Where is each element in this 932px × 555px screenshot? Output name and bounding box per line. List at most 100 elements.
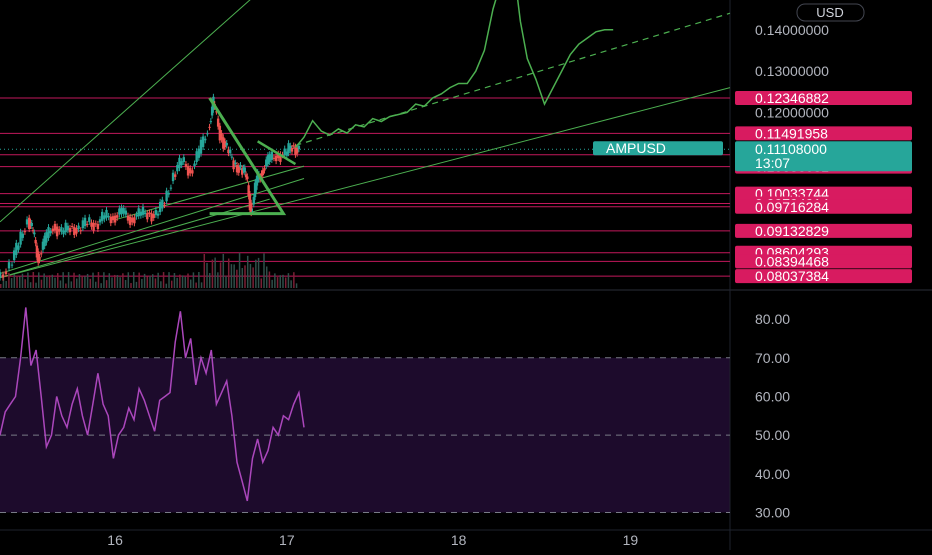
candle-body <box>204 138 207 141</box>
candle-body <box>268 154 271 162</box>
candle-body <box>148 212 151 215</box>
candle-body <box>216 118 220 127</box>
candle-body <box>289 145 292 151</box>
candle-body <box>55 226 59 237</box>
candle-body <box>255 178 258 190</box>
candle-body <box>292 145 295 147</box>
candle-body <box>77 225 80 230</box>
candle-body <box>30 222 33 227</box>
volume-bar <box>5 280 7 288</box>
candle-body <box>126 215 130 221</box>
candle-body <box>68 228 72 233</box>
candle-body <box>235 165 239 173</box>
price-level-tag <box>735 269 912 284</box>
candle-body <box>118 208 121 215</box>
candle-body <box>186 166 190 176</box>
volume-bar <box>257 257 260 288</box>
volume-bar <box>21 273 24 288</box>
price-level-value: 0.09132829 <box>755 223 829 239</box>
candle-body <box>174 174 177 177</box>
candle-body <box>158 201 162 213</box>
volume-bar <box>119 277 121 288</box>
candle-body <box>51 228 55 232</box>
rsi-tick-label: 30.00 <box>755 505 790 521</box>
volume-bar <box>293 272 295 288</box>
volume-bar <box>276 277 279 288</box>
candle-body <box>29 221 32 227</box>
candle-body <box>270 151 274 160</box>
volume-bar <box>200 282 203 288</box>
volume-bar <box>24 279 26 288</box>
candle-body <box>75 228 78 234</box>
volume-bar <box>135 281 138 288</box>
currency-button[interactable] <box>796 3 865 22</box>
volume-bar <box>263 253 265 288</box>
candle-body <box>285 151 289 156</box>
volume-bar <box>29 282 32 288</box>
candle-body <box>197 148 201 158</box>
rsi-line <box>0 307 305 502</box>
volume-bar <box>32 272 35 288</box>
candle-body <box>31 230 35 232</box>
volume-bar <box>241 268 244 288</box>
candle-body <box>139 211 143 216</box>
rsi-tick-label: 40.00 <box>755 466 790 482</box>
rsi-tick-label: 80.00 <box>755 311 790 327</box>
volume-bar <box>122 273 124 288</box>
volume-bar <box>48 275 51 288</box>
candle-body <box>98 219 102 223</box>
candle-body <box>195 151 198 162</box>
candle-body <box>274 155 278 162</box>
volume-bar <box>78 274 81 288</box>
volume-bar <box>27 272 29 288</box>
volume-bar <box>73 272 75 288</box>
candle-body <box>243 167 246 173</box>
volume-bar <box>160 281 162 288</box>
volume-bar <box>62 272 64 288</box>
volume-bar <box>151 274 154 288</box>
candle-body <box>206 133 209 135</box>
candle-body <box>287 143 290 154</box>
candle-body <box>73 227 76 236</box>
volume-bar <box>230 264 233 288</box>
projection-line <box>294 0 614 148</box>
candle-body <box>128 216 132 225</box>
candle-body <box>193 163 196 167</box>
volume-bar <box>92 272 94 288</box>
candle-body <box>266 155 270 165</box>
candle-body <box>133 217 136 224</box>
candle-body <box>141 206 145 215</box>
volume-bar <box>192 272 195 288</box>
candle-body <box>47 227 50 238</box>
currency-button-label[interactable]: USD <box>816 5 843 20</box>
candle-body <box>199 139 203 154</box>
candle-body <box>41 241 45 250</box>
candle-body <box>189 168 192 174</box>
volume-bar <box>265 266 268 288</box>
price-level-value: 0.09716284 <box>755 199 829 215</box>
symbol-tag-text: AMPUSD <box>606 140 666 156</box>
candle-body <box>38 257 41 261</box>
candle-body <box>169 187 173 189</box>
volume-bar <box>13 274 16 288</box>
candle-body <box>35 245 39 258</box>
candle-body <box>152 214 155 218</box>
volume-bar <box>10 278 13 288</box>
volume-bar <box>236 269 238 288</box>
volume-bar <box>75 278 78 288</box>
volume-bar <box>195 282 197 288</box>
candle-body <box>208 126 211 128</box>
candle-body <box>272 157 276 159</box>
volume-bar <box>173 273 176 288</box>
candle-body <box>225 142 228 146</box>
volume-bar <box>70 281 73 288</box>
volume-bar <box>94 281 97 288</box>
volume-bar <box>279 275 282 288</box>
volume-bar <box>268 271 271 288</box>
candle-body <box>21 233 24 238</box>
price-tick-label: 0.13000000 <box>755 63 829 79</box>
candle-body <box>230 156 234 158</box>
volume-bar <box>108 273 111 288</box>
